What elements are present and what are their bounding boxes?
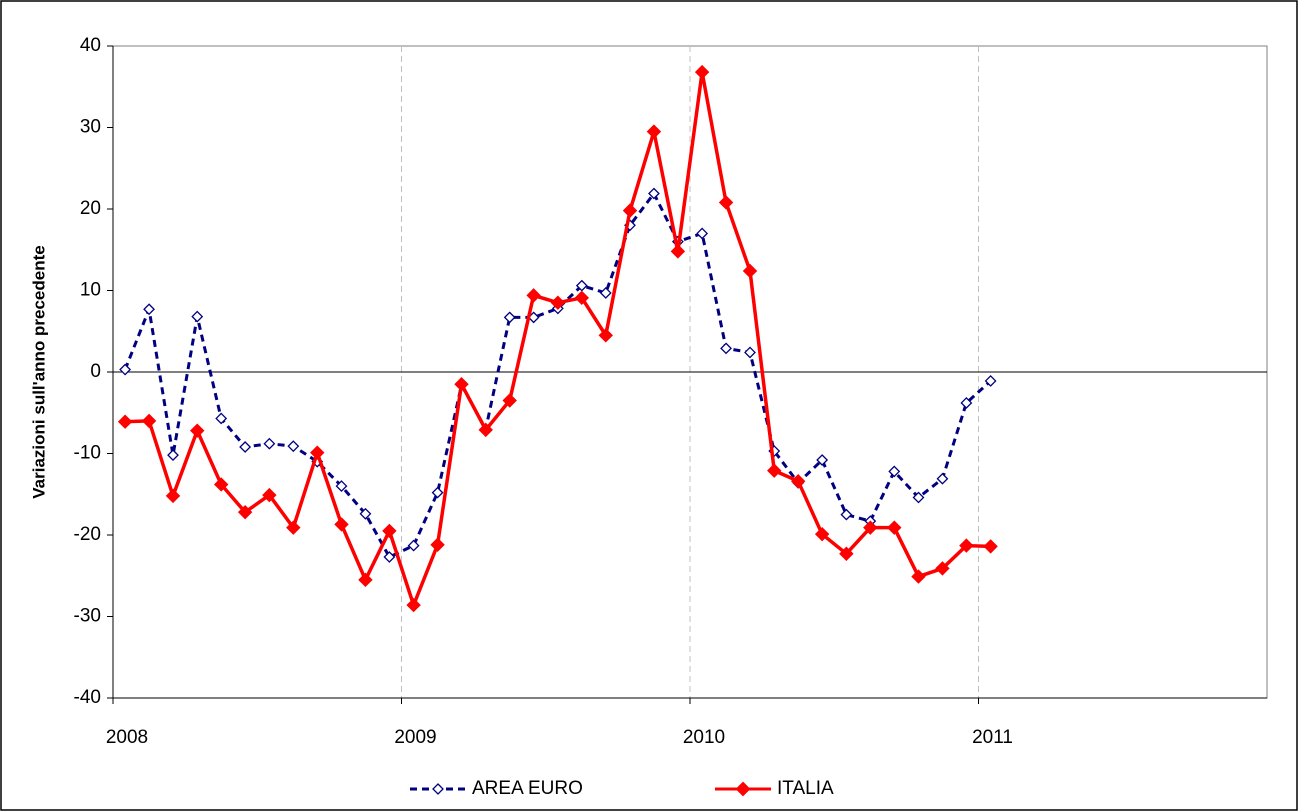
data-point	[359, 507, 372, 520]
data-point	[575, 279, 588, 292]
data-point	[406, 597, 421, 613]
data-point	[526, 288, 541, 303]
data-point	[334, 517, 349, 532]
data-point	[191, 310, 204, 323]
data-point	[454, 377, 469, 392]
data-point	[911, 569, 926, 584]
legend-label: ITALIA	[777, 778, 834, 799]
data-point	[983, 539, 998, 554]
data-point	[430, 537, 445, 552]
legend-marker	[735, 781, 751, 797]
data-point	[358, 572, 373, 588]
data-point	[117, 414, 133, 429]
data-point	[119, 363, 132, 376]
y-tick-label: -30	[74, 606, 101, 627]
y-axis-label: Variazioni sull'anno precedente	[29, 245, 48, 498]
data-point	[599, 287, 612, 299]
legend-marker	[432, 783, 444, 795]
data-point	[718, 195, 734, 210]
x-tick-label: 2009	[394, 727, 436, 748]
data-point	[912, 491, 925, 504]
data-point	[502, 393, 517, 408]
data-point	[190, 423, 205, 438]
data-point	[696, 227, 709, 240]
data-point	[767, 463, 782, 478]
data-point	[694, 64, 710, 80]
data-point	[239, 441, 252, 453]
data-point	[816, 454, 829, 466]
data-point	[262, 487, 277, 503]
data-point	[383, 551, 396, 563]
data-point	[670, 244, 686, 259]
data-point	[407, 539, 420, 552]
data-point	[215, 412, 228, 425]
x-tick-label: 2011	[972, 727, 1013, 748]
data-point	[888, 465, 901, 478]
data-point	[646, 124, 662, 139]
data-point	[959, 538, 974, 553]
data-point	[814, 526, 830, 542]
data-point	[574, 290, 590, 306]
data-point	[310, 445, 325, 460]
y-tick-label: 10	[80, 280, 101, 301]
data-point	[936, 472, 949, 485]
y-tick-label: -10	[74, 443, 101, 464]
y-tick-label: 40	[80, 35, 101, 56]
data-point	[720, 342, 732, 355]
y-tick-label: -20	[74, 524, 101, 545]
data-point	[141, 413, 157, 429]
data-point	[287, 440, 300, 453]
data-point	[237, 504, 253, 520]
data-point	[598, 328, 613, 343]
data-point	[382, 523, 397, 539]
data-point	[863, 520, 878, 535]
data-point	[167, 449, 179, 462]
data-point	[335, 480, 348, 493]
data-point	[286, 520, 301, 535]
data-point	[790, 474, 806, 489]
data-point	[648, 187, 660, 200]
data-point	[263, 437, 276, 450]
data-point	[960, 397, 973, 409]
data-point	[840, 508, 853, 521]
data-point	[550, 295, 566, 310]
data-point	[839, 546, 854, 561]
y-tick-label: 30	[80, 117, 101, 138]
data-point	[744, 346, 756, 359]
data-point	[742, 263, 758, 279]
data-point	[478, 422, 493, 438]
y-tick-label: 0	[90, 361, 101, 382]
data-point	[887, 520, 902, 535]
legend-label: AREA EURO	[472, 778, 583, 799]
data-point	[984, 375, 997, 387]
data-point	[622, 203, 638, 218]
data-point	[935, 561, 950, 576]
data-point	[143, 303, 155, 316]
y-tick-label: -40	[74, 687, 101, 708]
data-point	[503, 311, 516, 324]
data-point	[431, 486, 444, 499]
x-tick-label: 2010	[683, 727, 725, 748]
data-point	[165, 488, 181, 504]
data-point	[213, 477, 229, 492]
y-tick-label: 20	[80, 198, 101, 219]
x-tick-label: 2008	[106, 727, 148, 748]
